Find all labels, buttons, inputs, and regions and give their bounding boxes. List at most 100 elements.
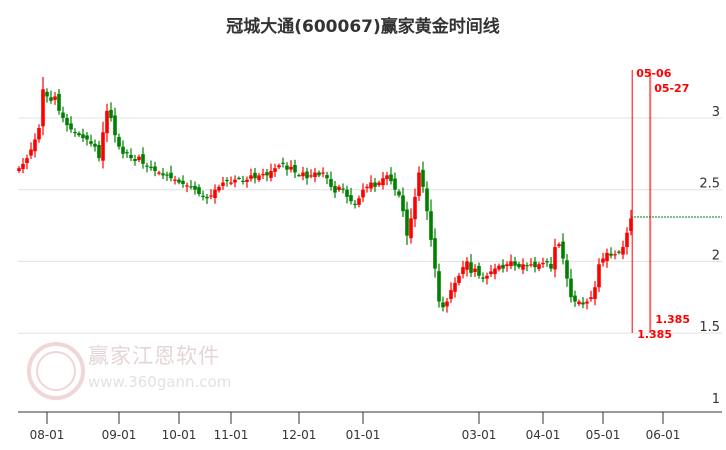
candle-body <box>429 211 433 240</box>
candle-body <box>81 134 85 139</box>
candle-body <box>105 110 109 134</box>
candle-body <box>269 171 273 178</box>
y-tick-label: 1 <box>712 392 720 407</box>
candle-body <box>545 261 549 263</box>
candle-body <box>17 168 21 172</box>
time-marker-low-label: 1.385 <box>655 313 690 326</box>
candle-body <box>613 254 617 256</box>
candle-body <box>53 96 57 100</box>
candle-body <box>213 189 217 199</box>
candle-body <box>41 89 45 127</box>
candle-body <box>593 287 597 299</box>
candle-body <box>265 172 269 176</box>
watermark-url: www.360gann.com <box>88 373 232 391</box>
candle-body <box>437 271 441 302</box>
candle-body <box>317 172 321 176</box>
candle-body <box>501 264 505 269</box>
candle-body <box>513 261 517 266</box>
candle-body <box>337 186 341 190</box>
candle-body <box>349 195 353 202</box>
candle-body <box>533 261 537 268</box>
candle-body <box>449 290 453 299</box>
candle-body <box>237 177 241 180</box>
time-marker-low-label: 1.385 <box>637 328 672 341</box>
candle-body <box>397 191 401 196</box>
candle-body <box>541 262 545 265</box>
candle-body <box>61 112 65 118</box>
candle-body <box>165 174 169 176</box>
candle-body <box>441 302 445 308</box>
candle-body <box>505 264 509 266</box>
candle-body <box>225 179 229 182</box>
candle-body <box>457 275 461 283</box>
candle-body <box>553 247 557 270</box>
candle-body <box>121 146 125 154</box>
candle-body <box>153 166 157 172</box>
candle-body <box>125 152 129 154</box>
candle-body <box>73 132 77 134</box>
x-tick-label: 10-01 <box>162 428 197 442</box>
candle-body <box>405 209 409 236</box>
candle-body <box>581 302 585 305</box>
candle-body <box>373 182 377 187</box>
candle-body <box>389 174 393 182</box>
candle-body <box>209 195 213 197</box>
candle-body <box>469 262 473 273</box>
candle-body <box>249 175 253 179</box>
candle-body <box>381 178 385 186</box>
watermark-logo <box>25 340 87 406</box>
candle-body <box>361 189 365 198</box>
candle-body <box>369 182 373 189</box>
candle-body <box>493 268 497 275</box>
candle-body <box>217 186 221 191</box>
candle-body <box>113 115 117 136</box>
candle-body <box>137 156 141 161</box>
candle-body <box>193 185 197 190</box>
candle-body <box>573 295 577 302</box>
y-tick-label: 3 <box>712 105 720 120</box>
x-tick-label: 01-01 <box>346 428 381 442</box>
candle-body <box>69 123 73 130</box>
candle-body <box>149 166 153 169</box>
candle-body <box>465 261 469 270</box>
candle-body <box>377 182 381 186</box>
candle-body <box>281 162 285 164</box>
candle-body <box>345 189 349 197</box>
x-tick-label: 09-01 <box>102 428 137 442</box>
candle-body <box>617 251 621 253</box>
chart-title: 冠城大通(600067)赢家黄金时间线 <box>226 17 500 37</box>
x-tick-label: 12-01 <box>282 428 317 442</box>
candle-body <box>609 253 613 256</box>
candle-body <box>601 258 605 263</box>
candle-body <box>569 278 573 298</box>
candle-body <box>241 180 245 182</box>
candle-body <box>157 172 161 174</box>
candle-body <box>433 238 437 269</box>
candle-body <box>25 158 29 164</box>
candle-body <box>365 186 369 189</box>
candle-body <box>205 196 209 199</box>
x-tick-label: 04-01 <box>526 428 561 442</box>
candle-body <box>341 188 345 190</box>
candle-body <box>385 175 389 180</box>
candle-body <box>629 218 633 231</box>
candle-body <box>85 135 89 140</box>
candle-body <box>565 260 569 279</box>
candle-body <box>417 172 421 196</box>
candle-body <box>521 264 525 270</box>
candle-body <box>297 175 301 177</box>
candle-body <box>145 165 149 167</box>
candle-body <box>497 265 501 270</box>
candle-body <box>253 172 257 179</box>
candle-body <box>517 263 521 268</box>
candle-body <box>173 179 177 181</box>
candle-body <box>77 133 81 136</box>
candle-body <box>169 172 173 179</box>
candle-body <box>45 91 49 97</box>
candle-body <box>489 271 493 275</box>
candle-body <box>477 265 481 276</box>
candle-body <box>21 163 25 170</box>
candle-body <box>621 247 625 255</box>
candle-body <box>461 267 465 275</box>
candle-body <box>229 182 233 184</box>
